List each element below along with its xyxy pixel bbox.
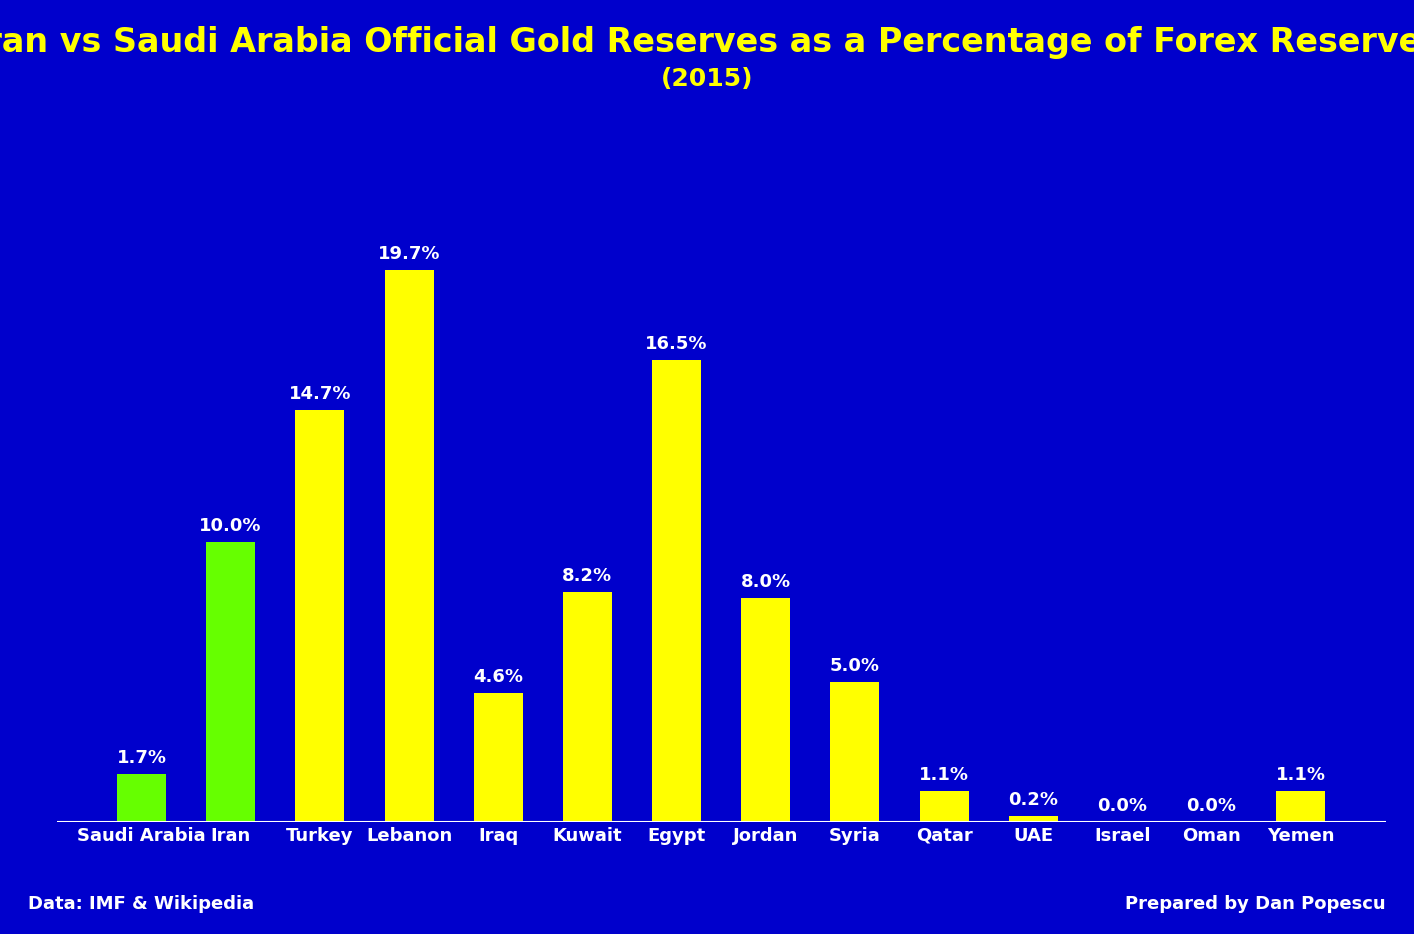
Text: 0.0%: 0.0%: [1097, 797, 1147, 814]
Text: 1.1%: 1.1%: [1275, 766, 1326, 784]
Text: Data: IMF & Wikipedia: Data: IMF & Wikipedia: [28, 896, 255, 913]
Bar: [741, 598, 790, 822]
Text: 5.0%: 5.0%: [830, 657, 880, 674]
Bar: [1277, 791, 1325, 822]
Text: 10.0%: 10.0%: [199, 517, 262, 534]
Text: 14.7%: 14.7%: [288, 385, 351, 403]
Text: Iran vs Saudi Arabia Official Gold Reserves as a Percentage of Forex Reserves: Iran vs Saudi Arabia Official Gold Reser…: [0, 25, 1414, 59]
Bar: [474, 693, 523, 822]
Bar: [206, 542, 255, 822]
Bar: [296, 410, 345, 822]
Bar: [652, 360, 701, 822]
Text: 0.0%: 0.0%: [1186, 797, 1237, 814]
Bar: [919, 791, 969, 822]
Text: 0.2%: 0.2%: [1008, 791, 1058, 809]
Text: 8.2%: 8.2%: [563, 567, 612, 585]
Text: 1.1%: 1.1%: [919, 766, 969, 784]
Bar: [563, 592, 612, 822]
Text: 16.5%: 16.5%: [645, 334, 708, 353]
Bar: [117, 774, 165, 822]
Text: (2015): (2015): [660, 67, 754, 92]
Text: 4.6%: 4.6%: [474, 668, 523, 686]
Text: 1.7%: 1.7%: [116, 749, 167, 768]
Text: 19.7%: 19.7%: [378, 245, 440, 262]
Bar: [830, 682, 880, 822]
Text: 8.0%: 8.0%: [741, 573, 790, 590]
Bar: [1008, 816, 1058, 822]
Text: Prepared by Dan Popescu: Prepared by Dan Popescu: [1126, 896, 1386, 913]
Bar: [385, 270, 434, 822]
